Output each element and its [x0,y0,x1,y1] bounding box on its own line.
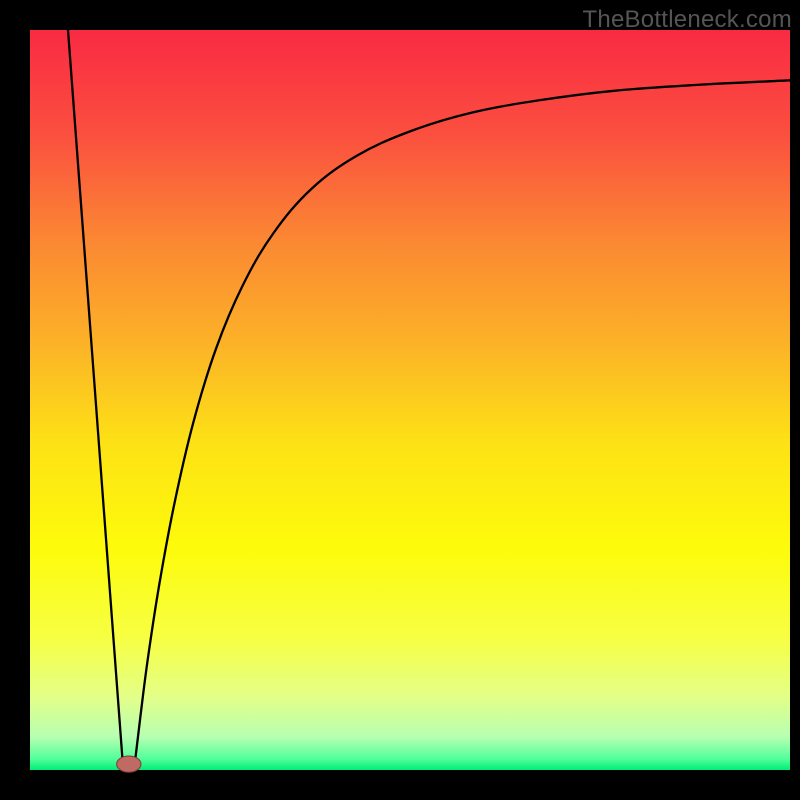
chart-canvas [0,0,800,800]
minimum-marker [117,756,141,772]
chart-container: TheBottleneck.com [0,0,800,800]
gradient-background [30,30,790,770]
watermark-text: TheBottleneck.com [582,6,792,34]
